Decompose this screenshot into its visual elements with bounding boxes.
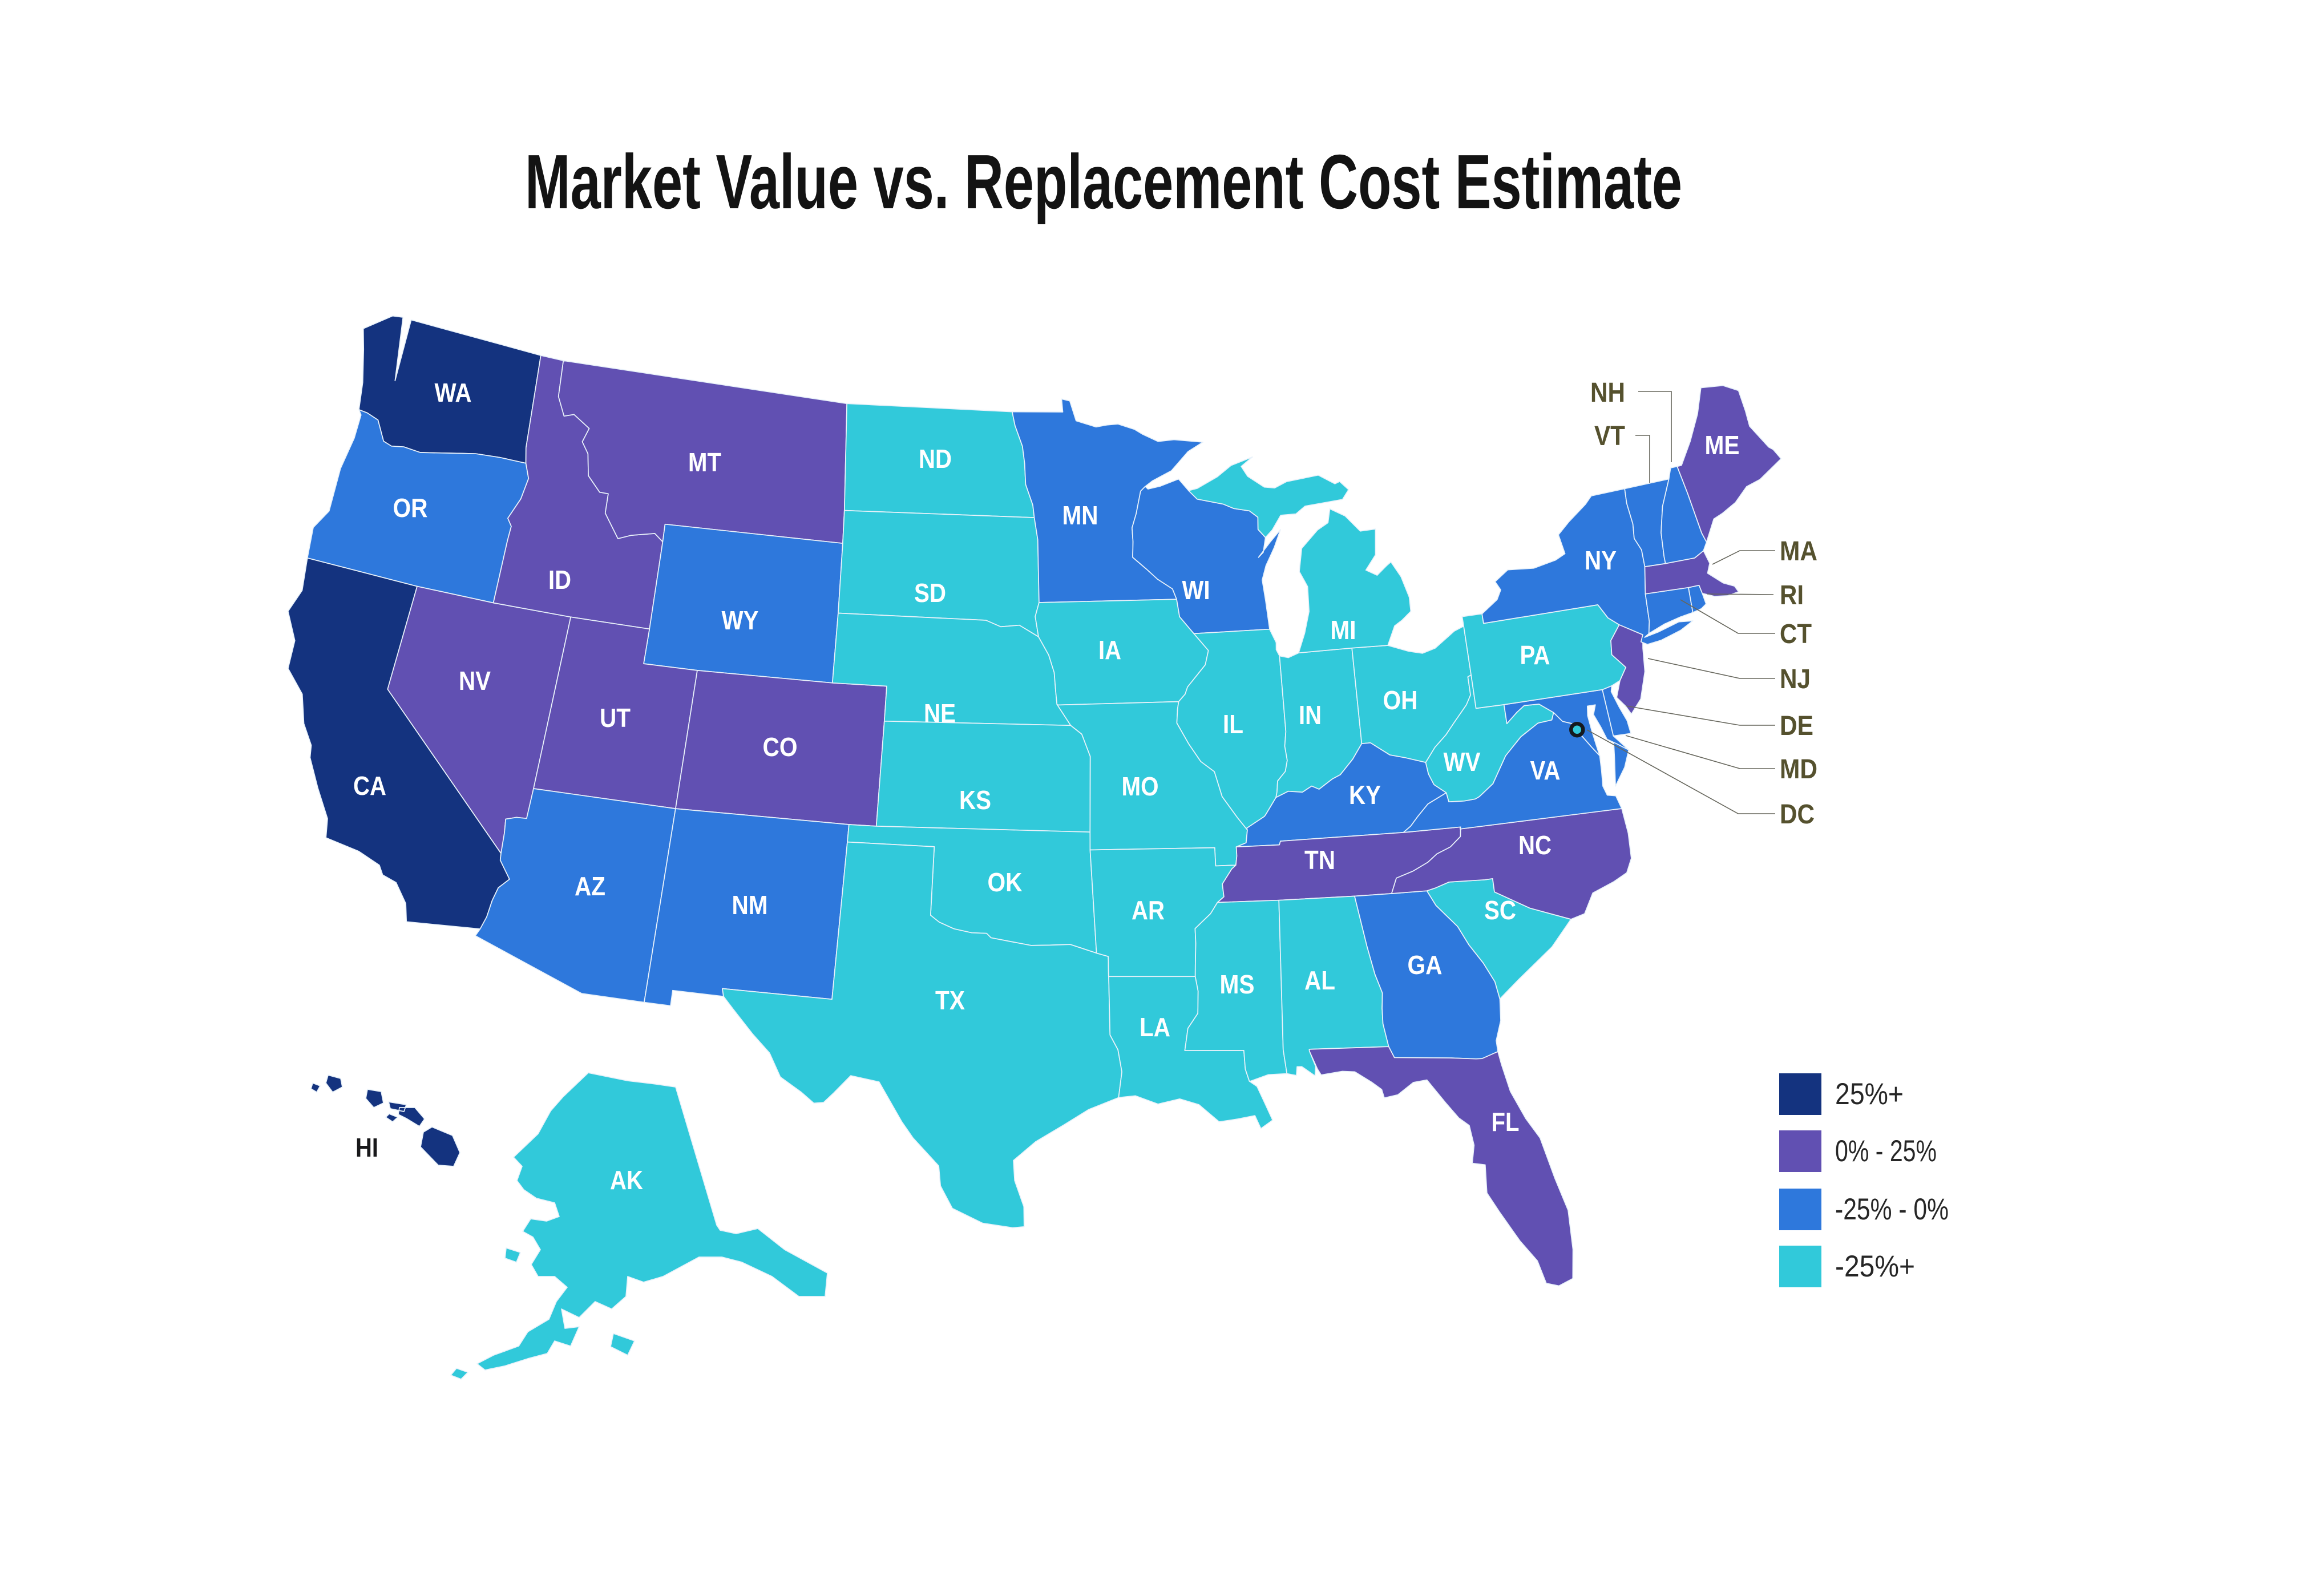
svg-text:-25%+: -25%+ <box>1835 1250 1915 1283</box>
svg-text:IA: IA <box>1098 635 1121 665</box>
svg-text:VA: VA <box>1530 755 1561 785</box>
svg-text:WA: WA <box>435 378 472 407</box>
svg-text:CT: CT <box>1780 619 1812 649</box>
svg-text:CA: CA <box>353 771 386 801</box>
svg-text:UT: UT <box>600 703 631 733</box>
svg-text:MS: MS <box>1220 969 1255 999</box>
svg-text:KS: KS <box>959 785 991 815</box>
svg-text:GA: GA <box>1408 950 1443 980</box>
svg-text:WV: WV <box>1444 747 1481 777</box>
svg-text:SC: SC <box>1484 895 1516 925</box>
svg-text:NY: NY <box>1585 546 1617 575</box>
svg-text:OR: OR <box>393 493 428 523</box>
svg-text:MT: MT <box>688 447 721 477</box>
svg-text:HI: HI <box>355 1133 378 1162</box>
svg-text:NM: NM <box>732 890 768 920</box>
svg-text:ND: ND <box>919 444 952 474</box>
svg-text:-25% - 0%: -25% - 0% <box>1835 1193 1949 1226</box>
svg-text:IN: IN <box>1299 700 1322 730</box>
svg-text:AK: AK <box>610 1165 643 1195</box>
svg-text:NE: NE <box>924 698 956 728</box>
svg-text:OH: OH <box>1383 685 1418 715</box>
svg-text:FL: FL <box>1492 1107 1520 1137</box>
svg-text:SD: SD <box>914 578 946 608</box>
svg-text:TN: TN <box>1304 845 1335 875</box>
svg-text:LA: LA <box>1140 1012 1170 1042</box>
svg-text:MA: MA <box>1780 536 1817 567</box>
svg-text:CO: CO <box>763 732 798 762</box>
svg-text:DC: DC <box>1780 799 1815 830</box>
svg-text:WI: WI <box>1182 575 1210 605</box>
svg-text:WY: WY <box>722 605 759 635</box>
svg-text:DE: DE <box>1780 711 1813 741</box>
svg-text:PA: PA <box>1520 640 1550 670</box>
svg-text:TX: TX <box>935 985 965 1015</box>
svg-text:0% - 25%: 0% - 25% <box>1835 1134 1937 1168</box>
svg-text:ME: ME <box>1705 430 1740 460</box>
svg-text:NC: NC <box>1518 830 1552 860</box>
svg-text:25%+: 25%+ <box>1835 1077 1904 1111</box>
svg-text:IL: IL <box>1223 709 1243 739</box>
svg-text:NH: NH <box>1590 378 1625 408</box>
svg-text:MO: MO <box>1122 771 1159 801</box>
svg-text:AR: AR <box>1132 895 1165 925</box>
svg-text:OK: OK <box>988 867 1023 897</box>
svg-text:MI: MI <box>1331 615 1356 645</box>
svg-text:AZ: AZ <box>575 871 605 901</box>
svg-text:NJ: NJ <box>1780 664 1811 694</box>
svg-text:KY: KY <box>1349 780 1381 810</box>
svg-text:Market Value vs. Replacement C: Market Value vs. Replacement Cost Estima… <box>525 139 1682 225</box>
svg-text:AL: AL <box>1304 965 1335 995</box>
svg-text:MN: MN <box>1062 500 1098 530</box>
svg-text:ID: ID <box>548 565 571 595</box>
svg-text:VT: VT <box>1594 421 1625 451</box>
svg-text:RI: RI <box>1780 580 1804 611</box>
svg-text:MD: MD <box>1780 754 1817 785</box>
svg-text:NV: NV <box>459 666 491 696</box>
